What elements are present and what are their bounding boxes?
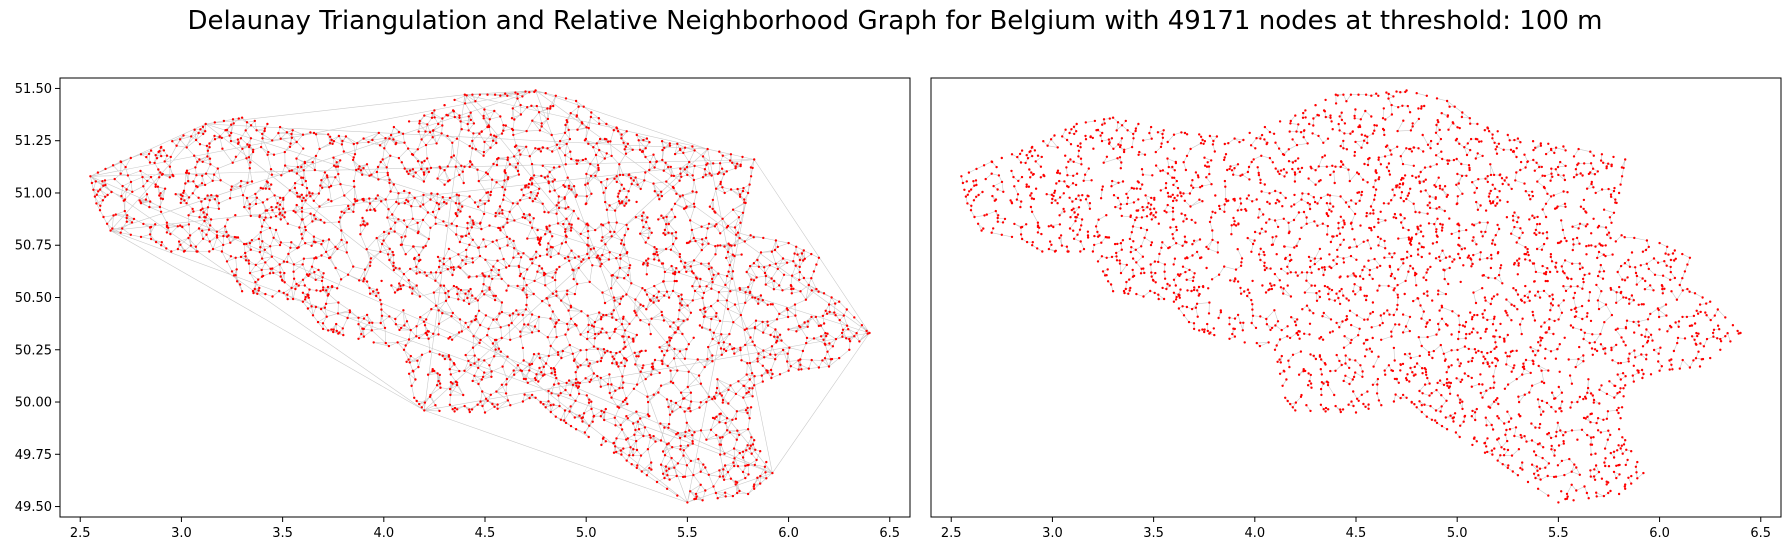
y-tick-label: 50.50: [15, 291, 52, 306]
y-tick-label: 50.25: [15, 343, 52, 358]
right-axes: 2.5 3.0 3.5 4.0 4.5 5.0 5.5 6.0 6.5: [930, 77, 1782, 541]
x-tick-label: 6.5: [1750, 526, 1771, 541]
x-tick-label: 3.5: [272, 526, 293, 541]
axes-frame: [930, 77, 1782, 518]
figure-title: Delaunay Triangulation and Relative Neig…: [187, 6, 1603, 36]
x-tick-label: 4.5: [1346, 526, 1367, 541]
x-tick-label: 5.0: [1447, 526, 1468, 541]
x-tick-label: 6.0: [778, 526, 799, 541]
x-tick-label: 5.0: [576, 526, 597, 541]
y-tick-label: 51.00: [15, 186, 52, 201]
rng-nodes: [960, 89, 1742, 504]
x-tick-label: 3.0: [1042, 526, 1063, 541]
x-tick-label: 4.5: [475, 526, 496, 541]
y-tick-label: 50.00: [15, 396, 52, 411]
delaunay-panel: 2.5 3.0 3.5 4.0 4.5 5.0 5.5 6.0 6.5 49.50 49.75 50.…: [15, 77, 911, 541]
left-axes: 2.5 3.0 3.5 4.0 4.5 5.0 5.5 6.0 6.5 49.50 49.75 50.…: [15, 77, 911, 541]
x-tick-label: 3.0: [171, 526, 192, 541]
x-tick-label: 6.0: [1649, 526, 1670, 541]
y-tick-label: 51.25: [15, 134, 52, 149]
x-tick-label: 4.0: [1244, 526, 1265, 541]
y-tick-label: 50.75: [15, 239, 52, 254]
rng-panel: 2.5 3.0 3.5 4.0 4.5 5.0 5.5 6.0 6.5: [930, 77, 1782, 541]
x-tick-label: 2.5: [941, 526, 962, 541]
y-tick-label: 49.75: [15, 448, 52, 463]
x-tick-label: 3.5: [1143, 526, 1164, 541]
x-tick-label: 5.5: [677, 526, 698, 541]
node-marker: [960, 89, 1742, 504]
axes-frame: [59, 77, 911, 518]
x-tick-label: 5.5: [1548, 526, 1569, 541]
x-tick-label: 2.5: [70, 526, 91, 541]
x-tick-label: 6.5: [879, 526, 900, 541]
x-tick-label: 4.0: [373, 526, 394, 541]
y-tick-label: 51.50: [15, 82, 52, 97]
y-tick-label: 49.50: [15, 500, 52, 515]
